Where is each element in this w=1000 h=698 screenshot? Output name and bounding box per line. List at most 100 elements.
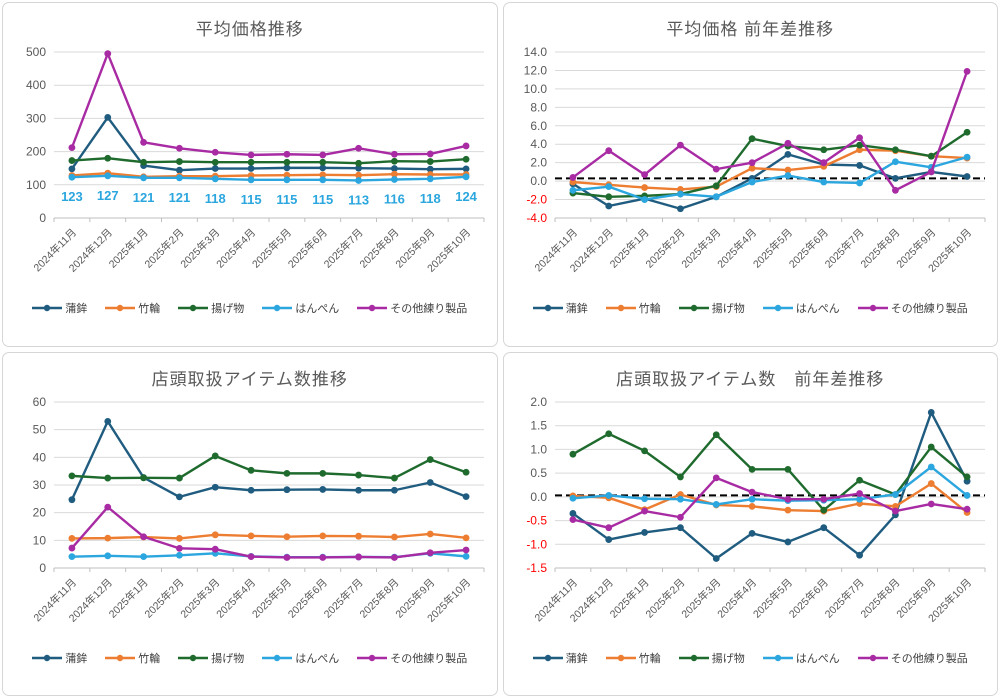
data-point: [355, 177, 363, 184]
data-point: [748, 178, 756, 186]
data-point: [319, 532, 327, 539]
data-point: [319, 469, 327, 477]
legend-marker-icon: [262, 304, 293, 312]
data-point: [676, 141, 684, 149]
data-point: [569, 174, 577, 181]
legend-label: 竹輪: [138, 303, 161, 315]
data-point: [855, 476, 863, 484]
data-point: [748, 529, 756, 537]
data-point: [140, 138, 148, 146]
data-point: [319, 158, 327, 166]
y-tick-label: 60: [33, 395, 47, 409]
chart-panel-avg-price-yoy: 平均価格 前年差推移 -4.0 -2.0 0.0 2.0 4.0 6.0 8.0 10.0 12…: [502, 2, 998, 347]
y-tick-label: -2.0: [526, 193, 547, 207]
data-point: [68, 495, 76, 503]
legend-marker-icon: [178, 654, 209, 661]
data-point: [283, 164, 291, 172]
legend-marker-icon: [532, 304, 563, 312]
y-tick-label: 0: [40, 211, 47, 225]
data-point: [391, 553, 399, 561]
legend-item-2: 揚げ物: [678, 650, 745, 666]
data-point: [140, 552, 148, 560]
data-point: [605, 202, 612, 210]
data-point: [963, 473, 971, 480]
chart-panel-avg-price: 平均価格推移 0 100 200 300 400 500 2024年11月 2024年12月 2…: [2, 2, 498, 347]
data-point: [820, 523, 827, 531]
series-line-2: [572, 432, 968, 511]
chart-panel-item-count-yoy: 店頭取扱アイテム数 前年差推移 -1.5 -1.0 -0.5 0.0 0.5 1.0 1.5…: [502, 351, 998, 696]
data-point: [462, 165, 470, 173]
legend-item-3: はんぺん: [262, 650, 339, 666]
data-point: [855, 551, 863, 559]
data-point: [212, 545, 219, 553]
chart-legend: 蒲鉾 竹輪 揚げ物 はんぺん その他練り製品: [32, 300, 467, 316]
data-label: 115: [241, 192, 262, 207]
data-point: [391, 533, 399, 540]
data-point: [569, 186, 577, 194]
data-point: [963, 67, 971, 75]
data-point: [640, 494, 648, 502]
data-point: [891, 502, 899, 510]
legend-marker-icon: [762, 304, 793, 312]
legend-marker-icon: [357, 304, 388, 312]
line-chart: 01002003004005002024年11月2024年12月2025年1月2…: [26, 45, 485, 275]
chart-title: 平均価格 前年差推移: [666, 20, 835, 39]
data-point: [676, 495, 684, 503]
data-point: [927, 152, 935, 160]
legend-marker-icon: [857, 304, 888, 312]
data-point: [427, 530, 434, 537]
line-chart: -1.5-1.0-0.50.00.51.01.52.02024年11月2024年…: [526, 395, 986, 624]
series-line-2: [72, 454, 467, 479]
legend-label: 竹輪: [138, 652, 161, 665]
legend-label: 蒲鉾: [65, 303, 88, 315]
y-tick-label: 500: [26, 45, 46, 59]
data-point: [855, 134, 863, 142]
data-point: [247, 466, 255, 474]
data-point: [247, 158, 255, 166]
data-point: [391, 170, 399, 178]
data-point: [427, 548, 434, 556]
data-point: [676, 205, 684, 213]
data-point: [712, 165, 720, 173]
data-point: [748, 164, 756, 172]
data-point: [855, 141, 863, 149]
data-point: [355, 144, 363, 152]
data-point: [640, 171, 648, 179]
legend-label: その他練り製品: [390, 652, 468, 665]
legend-marker-icon: [178, 304, 209, 312]
data-point: [927, 463, 935, 470]
y-tick-label: 200: [26, 145, 46, 159]
data-point: [963, 505, 971, 513]
data-point: [891, 507, 899, 514]
data-point: [855, 162, 863, 169]
data-point: [176, 551, 184, 559]
y-tick-label: 12.0: [523, 63, 547, 77]
data-point: [104, 114, 112, 121]
legend-label: その他練り製品: [890, 652, 968, 665]
y-tick-label: -4.0: [526, 211, 547, 225]
data-label: 115: [313, 192, 334, 207]
series-line-3: [72, 174, 467, 182]
data-point: [748, 135, 756, 143]
data-point: [176, 474, 184, 481]
data-point: [212, 148, 219, 156]
legend-label: その他練り製品: [390, 303, 468, 315]
legend-marker-icon: [605, 654, 636, 661]
series-line-0: [572, 153, 967, 210]
data-point: [784, 139, 792, 147]
data-point: [68, 144, 76, 152]
data-point: [427, 158, 434, 165]
data-point: [605, 523, 612, 531]
data-point: [712, 182, 720, 190]
series-line-0: [71, 116, 467, 172]
data-point: [963, 153, 971, 161]
y-tick-label: 10: [33, 533, 47, 547]
legend-item-3: はんぺん: [762, 300, 840, 316]
series-line-3: [572, 465, 968, 506]
data-point: [712, 554, 720, 562]
data-point: [355, 159, 363, 167]
data-point: [427, 175, 434, 183]
series-line-0: [71, 419, 467, 500]
data-point: [462, 533, 470, 541]
data-point: [283, 532, 291, 540]
